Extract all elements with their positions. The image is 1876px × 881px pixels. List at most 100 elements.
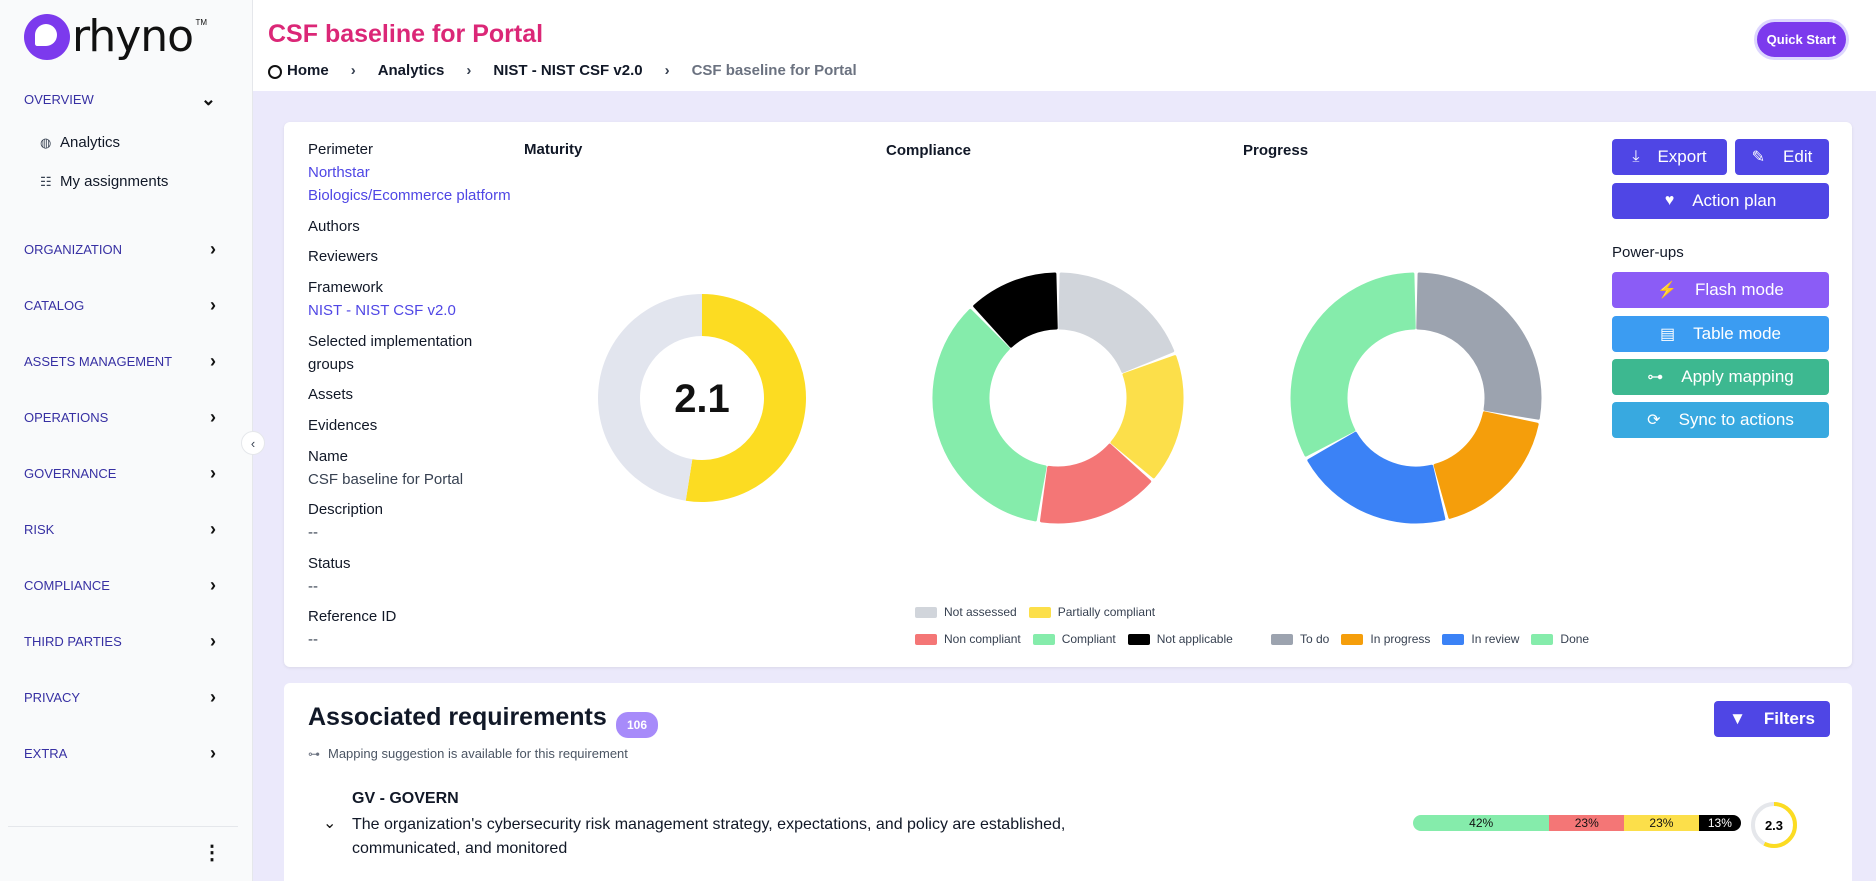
edit-button[interactable]: ✎ Edit [1735, 139, 1829, 175]
chevron-right-icon: › [210, 687, 216, 707]
flash-mode-label: Flash mode [1695, 280, 1784, 299]
rhino-logo-icon [24, 14, 70, 60]
legend-item[interactable]: Non compliant [915, 632, 1021, 646]
nav-section-governance[interactable]: GOVERNANCE › [24, 463, 216, 484]
table-mode-button[interactable]: ▤ Table mode [1612, 316, 1829, 352]
description-value: -- [308, 524, 318, 541]
donut-slice-partially-compliant[interactable] [1110, 355, 1184, 479]
donut-slice-done[interactable] [1290, 272, 1416, 457]
legend-item[interactable]: Not assessed [915, 605, 1017, 619]
breadcrumb-current: CSF baseline for Portal [691, 62, 857, 79]
donut-slice-not-applicable[interactable] [973, 272, 1058, 348]
donut-slice-maturity[interactable] [685, 294, 806, 502]
legend-item[interactable]: Compliant [1032, 632, 1116, 646]
evidences-label: Evidences [308, 417, 378, 434]
legend-label: Compliant [1061, 632, 1116, 646]
requirements-title: Associated requirements [308, 703, 607, 731]
legend-label: In progress [1370, 632, 1431, 646]
expand-chevron-icon[interactable]: ⌄ [323, 815, 337, 832]
legend-item[interactable]: In review [1442, 632, 1519, 646]
compliance-legend-row2: Non compliant Compliant Not applicable [915, 632, 1245, 646]
requirement-group-title[interactable]: GV - GOVERN [352, 790, 459, 807]
legend-label: Non compliant [944, 632, 1021, 646]
nav-section-risk[interactable]: RISK › [24, 519, 216, 540]
nav-section-organization[interactable]: ORGANIZATION › [24, 239, 216, 260]
progress-donut-chart [1290, 272, 1542, 524]
legend-item[interactable]: To do [1271, 632, 1329, 646]
donut-slice-in-progress[interactable] [1433, 411, 1539, 519]
maturity-center-label: 2.1 [674, 377, 730, 421]
legend-label: In review [1471, 632, 1520, 646]
perimeter-link-line1[interactable]: Northstar [308, 164, 370, 181]
breadcrumb-analytics[interactable]: Analytics [377, 62, 445, 79]
refid-value: -- [308, 631, 318, 648]
progress-chart-title: Progress [1243, 142, 1309, 159]
more-options-icon[interactable]: ⋮ [202, 842, 222, 864]
collapse-sidebar-button[interactable]: ‹ [241, 431, 265, 455]
edit-icon: ✎ [1751, 149, 1766, 166]
nav-section-catalog[interactable]: CATALOG › [24, 295, 216, 316]
powerups-label: Power-ups [1612, 244, 1684, 261]
sidebar-item-analytics[interactable]: ◍ Analytics [40, 134, 120, 151]
sidebar-item-label: My assignments [60, 173, 169, 190]
nav-section-label: CATALOG [24, 298, 85, 313]
breadcrumb-framework[interactable]: NIST - NIST CSF v2.0 [493, 62, 643, 79]
groups-label-line2: groups [308, 356, 354, 373]
chevron-right-icon: › [210, 351, 216, 371]
audit-summary-card [284, 122, 1852, 667]
bar-segment: 42% [1413, 815, 1550, 831]
donut-slice-in-review[interactable] [1307, 431, 1446, 524]
legend-swatch [915, 606, 937, 618]
apply-mapping-button[interactable]: ⊶ Apply mapping [1612, 359, 1829, 395]
sidebar-item-my-assignments[interactable]: ☷ My assignments [40, 173, 168, 190]
nav-section-third-parties[interactable]: THIRD PARTIES › [24, 631, 216, 652]
filters-label: Filters [1763, 709, 1815, 728]
framework-link[interactable]: NIST - NIST CSF v2.0 [308, 302, 456, 319]
compliance-legend-row1: Not assessed Partially compliant [915, 605, 1167, 619]
compliance-chart-title: Compliance [886, 142, 972, 159]
reviewers-label: Reviewers [308, 248, 379, 265]
maturity-chart-title: Maturity [524, 141, 583, 158]
donut-slice-compliant[interactable] [932, 308, 1047, 522]
nav-section-label: COMPLIANCE [24, 578, 110, 593]
legend-item[interactable]: Not applicable [1127, 632, 1233, 646]
donut-slice-remaining[interactable] [598, 294, 702, 501]
chevron-right-icon: › [210, 295, 216, 315]
nav-section-compliance[interactable]: COMPLIANCE › [24, 575, 216, 596]
maturity-score-gauge: 2.3 [1751, 802, 1797, 848]
compliance-donut-chart [932, 272, 1184, 524]
app-logo[interactable]: rhyno TM [24, 14, 207, 60]
chevron-right-icon: › [210, 519, 216, 539]
progress-legend: To do In progress In review Done [1271, 632, 1601, 646]
donut-slice-to-do[interactable] [1416, 272, 1542, 420]
groups-label-line1: Selected implementation [308, 333, 473, 350]
legend-item[interactable]: In progress [1341, 632, 1430, 646]
quick-start-button[interactable]: Quick Start [1756, 22, 1846, 57]
mapping-note-text: Mapping suggestion is available for this… [328, 746, 628, 761]
action-plan-button[interactable]: ♥ Action plan [1612, 183, 1829, 219]
breadcrumb-home[interactable]: Home [287, 62, 329, 79]
perimeter-link-line2[interactable]: Biologics/Ecommerce platform [308, 187, 511, 204]
legend-label: Not applicable [1156, 632, 1233, 646]
legend-item[interactable]: Partially compliant [1028, 605, 1155, 619]
nav-section-operations[interactable]: OPERATIONS › [24, 407, 216, 428]
nav-section-overview[interactable]: OVERVIEW ⌄ [24, 89, 216, 110]
donut-slice-non-compliant[interactable] [1039, 443, 1152, 524]
nav-section-assets-management[interactable]: ASSETS MANAGEMENT › [24, 351, 216, 372]
sync-to-actions-button[interactable]: ⟳ Sync to actions [1612, 402, 1829, 438]
nav-section-label: RISK [24, 522, 55, 537]
download-icon: ⤓ [1632, 148, 1640, 165]
legend-item[interactable]: Done [1531, 632, 1589, 646]
flash-mode-button[interactable]: ⚡ Flash mode [1612, 272, 1829, 308]
donut-slice-not-assessed[interactable] [1058, 272, 1175, 373]
filters-button[interactable]: ▼ Filters [1714, 701, 1830, 737]
page-header: CSF baseline for Portal Home › Analytics… [253, 0, 1876, 91]
table-icon: ▤ [1659, 326, 1676, 343]
nav-section-extra[interactable]: EXTRA › [24, 743, 216, 764]
action-plan-label: Action plan [1692, 191, 1777, 210]
refid-label: Reference ID [308, 608, 397, 625]
breadcrumb-separator-icon: › [664, 62, 670, 79]
nav-section-label: OVERVIEW [24, 92, 94, 107]
export-button[interactable]: ⤓ Export [1612, 139, 1727, 175]
nav-section-privacy[interactable]: PRIVACY › [24, 687, 216, 708]
